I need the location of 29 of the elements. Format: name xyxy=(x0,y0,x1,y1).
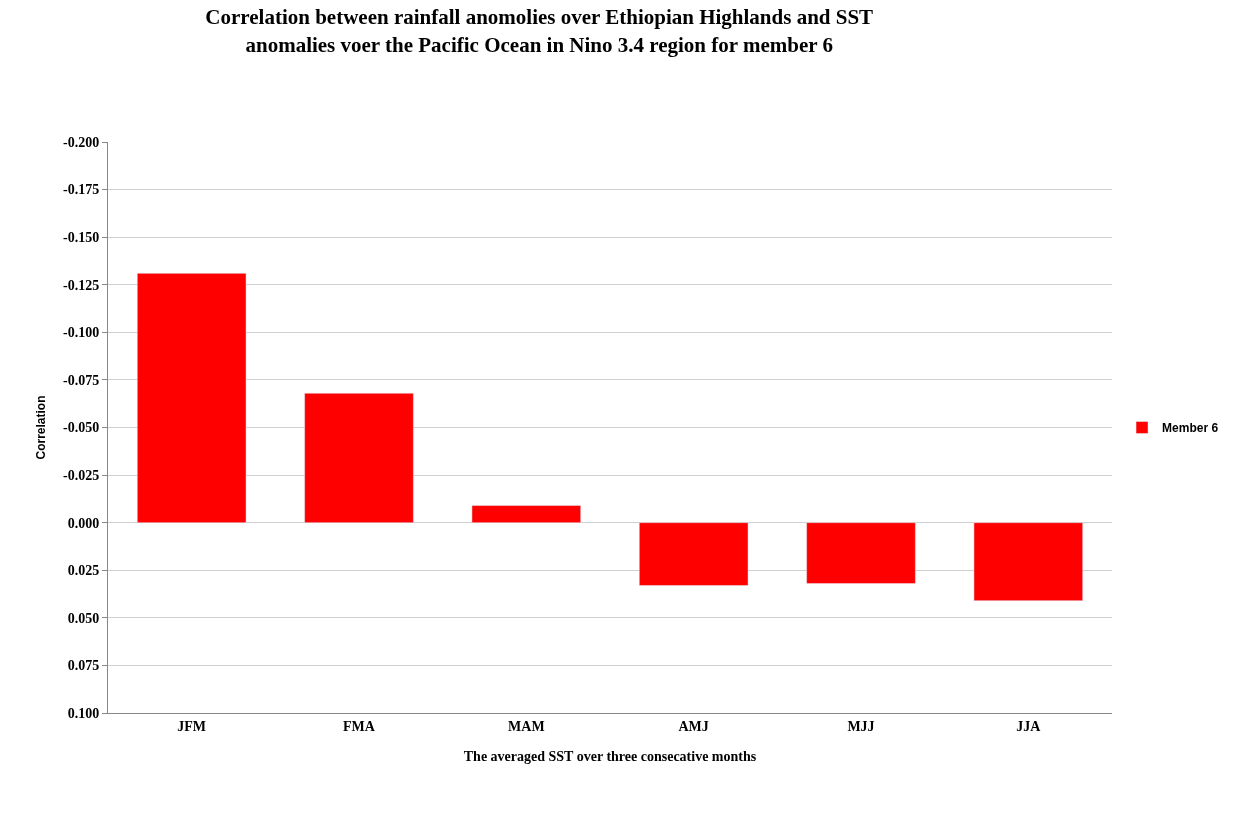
bar xyxy=(806,522,916,584)
y-tick-label: -0.050 xyxy=(63,420,100,436)
y-tick-label: -0.100 xyxy=(63,325,100,341)
y-tick-label: -0.125 xyxy=(63,277,100,293)
bar xyxy=(471,505,581,523)
x-tick-label: MAM xyxy=(508,718,545,734)
y-axis-title: Correlation xyxy=(34,395,49,460)
legend-label: Member 6 xyxy=(1162,421,1219,436)
y-tick-label: -0.200 xyxy=(63,134,100,150)
y-tick-label: 0.025 xyxy=(67,563,100,579)
y-tick-label: -0.150 xyxy=(63,230,100,246)
x-tick-label: MJJ xyxy=(847,718,875,734)
x-tick-label: FMA xyxy=(343,718,376,734)
bar xyxy=(304,392,414,523)
y-tick-label: -0.025 xyxy=(63,467,100,483)
y-tick-label: -0.175 xyxy=(63,182,100,198)
y-tick-label: 0.000 xyxy=(67,515,100,531)
x-tick-label: JFM xyxy=(177,718,207,734)
chart-title: Correlation between rainfall anomolies over Ethiopian Highlands and SST anomalies voer the Pacific Ocean in Nino 3.4 region for member 6 xyxy=(205,5,874,57)
x-tick-label: JJA xyxy=(1016,718,1042,734)
y-tick-label: 0.100 xyxy=(67,705,100,721)
y-tick-label: -0.075 xyxy=(63,372,100,388)
bar xyxy=(639,522,749,586)
y-tick-label: 0.075 xyxy=(67,658,100,674)
y-tick-label: 0.050 xyxy=(67,610,100,626)
x-axis-title: The averaged SST over three consecative months xyxy=(463,749,757,765)
bar xyxy=(973,522,1083,601)
bar xyxy=(137,273,247,523)
x-tick-label: AMJ xyxy=(678,718,709,734)
